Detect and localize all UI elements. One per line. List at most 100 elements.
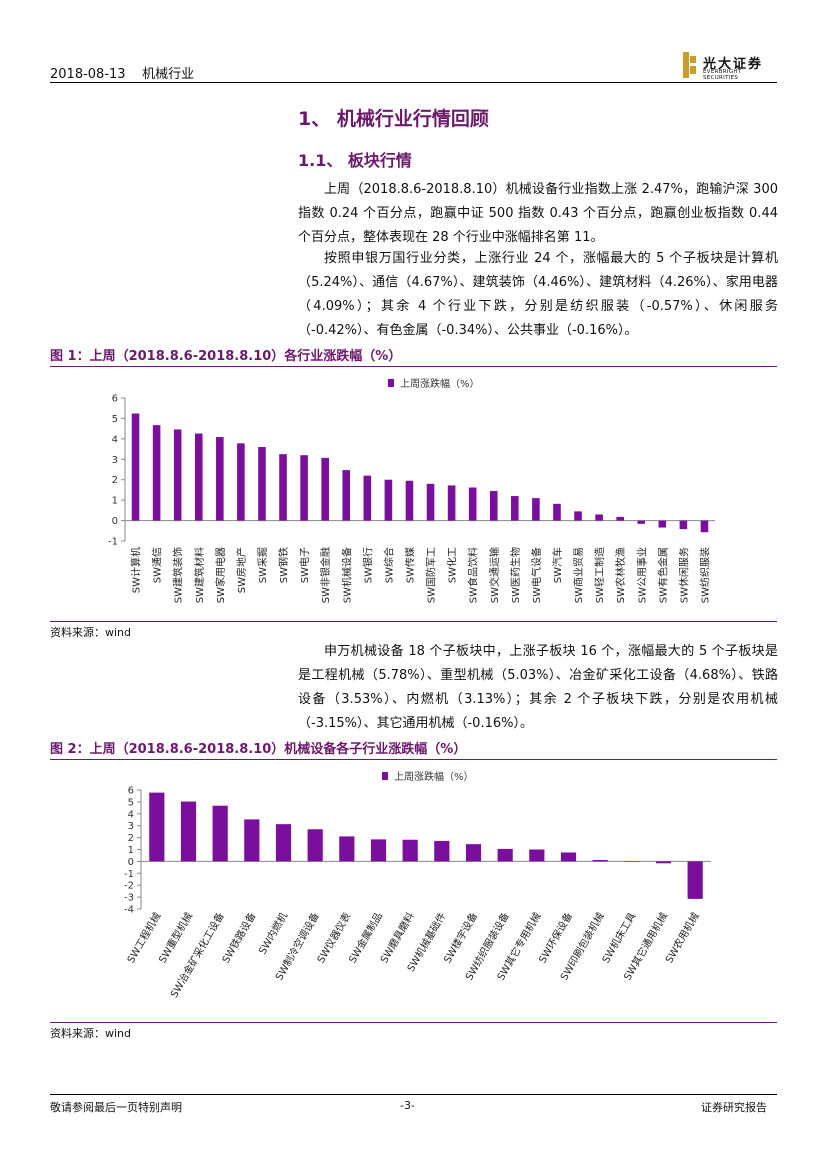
category-label: SW通信: [152, 547, 164, 583]
y-tick-label: 0: [112, 516, 118, 527]
footer-report-type: 证券研究报告: [701, 1101, 767, 1114]
y-tick-label: -2: [124, 881, 134, 892]
report-date: 2018-08-13: [50, 67, 126, 82]
legend-label: 上周涨跌幅（%）: [394, 770, 474, 783]
bar: [497, 848, 513, 862]
bar: [275, 824, 292, 862]
y-tick-label: -3: [124, 893, 134, 904]
bar: [532, 498, 540, 521]
category-label: SW纺织服装: [698, 547, 711, 603]
bar: [180, 801, 197, 862]
category-label: SW医药生物: [509, 547, 522, 603]
logo-text-en: EVERBRIGHT SECURITIES: [703, 69, 742, 81]
category-label: SW非银金融: [319, 547, 332, 603]
bar: [434, 840, 450, 862]
bar: [244, 819, 260, 862]
category-label: SW内燃机: [256, 910, 290, 957]
bar: [447, 485, 456, 521]
y-tick-label: -1: [108, 537, 118, 548]
bar: [574, 511, 582, 521]
figure-2-title: 图 2：上周（2018.8.6-2018.8.10）机械设备各子行业涨跌幅（%）: [50, 742, 467, 757]
bar: [560, 852, 577, 862]
bar: [592, 859, 608, 862]
y-tick-label: -1: [124, 869, 134, 880]
logo-mark-icon: [683, 52, 696, 78]
bar: [595, 514, 603, 521]
category-label: SW综合: [382, 547, 395, 583]
bar: [131, 413, 140, 521]
bar: [321, 457, 329, 521]
y-tick-label: 5: [128, 797, 134, 808]
bar: [553, 503, 561, 521]
bar: [426, 483, 435, 521]
bar: [194, 433, 203, 521]
figure-1-rule: [50, 366, 777, 367]
subsection-heading: 1.1、 板块行情: [298, 151, 412, 170]
category-label: SW电气设备: [530, 547, 543, 603]
paragraph-industry-ranking: 按照申银万国行业分类，上涨行业 24 个，涨幅最大的 5 个子板块是计算机（5.…: [298, 251, 778, 338]
y-tick-label: 5: [112, 414, 118, 425]
category-label: SW建筑材料: [193, 547, 206, 603]
bar: [237, 443, 245, 521]
legend-swatch: [388, 379, 394, 387]
bar: [384, 479, 393, 521]
bar: [307, 829, 323, 862]
category-label: SW冶金矿采化工设备: [167, 910, 226, 1000]
bar: [370, 839, 387, 862]
y-tick-label: -4: [124, 905, 134, 916]
category-label: SW钢铁: [277, 547, 290, 583]
category-label: SW汽车: [551, 547, 564, 583]
category-label: SW工程机械: [124, 910, 163, 965]
category-label: SW国防军工: [425, 547, 438, 603]
y-tick-label: 3: [128, 821, 134, 832]
y-tick-label: 3: [112, 455, 118, 466]
bar: [342, 470, 351, 521]
section-heading: 1、 机械行业行情回顾: [298, 108, 489, 130]
bar: [658, 520, 667, 528]
bar: [339, 836, 355, 862]
page-number: -3-: [400, 1099, 415, 1112]
bar: [465, 844, 482, 862]
category-label: SW采掘: [256, 547, 269, 583]
figure-1-source: 资料来源：wind: [50, 626, 132, 639]
category-label: SW机械设备: [340, 547, 353, 603]
category-label: SW轻工制造: [593, 547, 606, 603]
bar: [212, 805, 228, 862]
y-tick-label: 2: [112, 475, 118, 486]
y-tick-label: 0: [128, 857, 134, 868]
y-tick-label: 1: [112, 496, 118, 507]
y-tick-label: 1: [128, 845, 134, 856]
bar: [405, 480, 414, 521]
figure-2-source: 资料来源：wind: [50, 1027, 132, 1040]
y-tick-label: 6: [128, 786, 134, 797]
figure-2-chart: -4-3-2-10123456SW工程机械SW重型机械SW冶金矿采化工设备SW铁…: [124, 770, 711, 1000]
bar: [637, 520, 646, 524]
legend-label: 上周涨跌幅（%）: [400, 377, 480, 390]
y-tick-label: 4: [128, 809, 134, 820]
bar: [655, 861, 672, 864]
bar: [363, 475, 372, 521]
legend-swatch: [382, 772, 388, 780]
bar: [402, 839, 418, 862]
bar: [152, 425, 161, 521]
paragraph-weekly-summary: 上周（2018.8.6-2018.8.10）机械设备行业指数上涨 2.47%，跑…: [298, 182, 778, 245]
bar: [489, 490, 498, 521]
figure-2-rule: [50, 759, 777, 760]
bar: [149, 792, 165, 862]
footer-disclaimer: 敬请参阅最后一页特别声明: [50, 1101, 182, 1114]
bar: [679, 520, 688, 530]
header-divider: [50, 82, 777, 83]
figure-2-bottom-rule: [50, 1022, 777, 1023]
category-label: SW家用电器: [214, 547, 227, 603]
logo-text-cn: 光大证券: [703, 57, 764, 72]
category-label: SW电子: [298, 547, 311, 583]
category-label: SW有色金属: [656, 547, 669, 603]
category-label: SW食品饮料: [467, 547, 480, 603]
category-label: SW化工: [446, 547, 459, 583]
category-label: SW计算机: [130, 547, 143, 593]
bar: [616, 516, 624, 521]
category-label: SW公用事业: [635, 547, 648, 603]
industry-name: 机械行业: [142, 67, 195, 82]
figure-1-chart: -1 0 1 2 3 4 5 6 SW计算机 SW通信 SW建筑装饰 SW建筑材料 SW家用电器 SW房地…: [108, 377, 715, 603]
footer-divider: [50, 1094, 777, 1095]
